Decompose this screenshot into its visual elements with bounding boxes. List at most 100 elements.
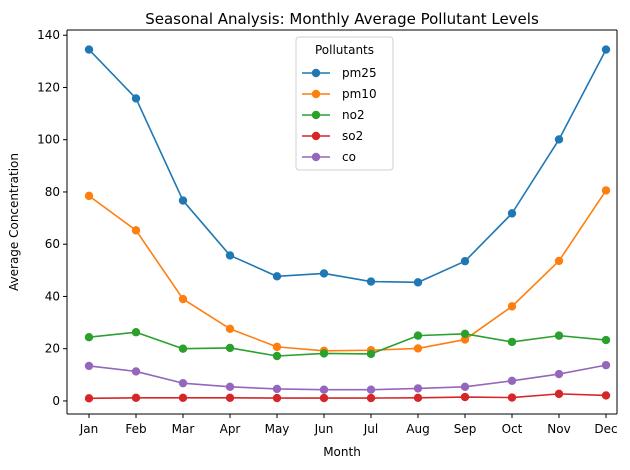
data-point-pm25	[272, 272, 282, 281]
legend-title: Pollutants	[315, 43, 374, 57]
series-no2	[84, 328, 611, 361]
data-point-so2	[319, 393, 329, 403]
data-point-co	[413, 384, 423, 393]
data-point-so2	[131, 393, 141, 403]
series-line-pm10	[88, 189, 607, 352]
data-point-so2	[84, 394, 94, 403]
y-tick-label: 140	[37, 28, 60, 42]
x-tick-label: Oct	[502, 422, 523, 436]
data-point-co	[272, 384, 282, 394]
y-axis-label: Average Concentration	[7, 153, 21, 291]
y-tick-label: 60	[45, 237, 60, 251]
data-point-pm25	[413, 278, 423, 287]
data-point-pm10	[131, 226, 141, 235]
data-point-pm25	[554, 135, 564, 144]
data-point-co	[178, 378, 188, 388]
data-point-so2	[601, 391, 611, 400]
series-co	[84, 360, 611, 394]
data-point-pm25	[366, 277, 376, 286]
legend-item-so2: so2	[302, 129, 363, 143]
y-tick-label: 40	[45, 289, 60, 303]
x-tick-label: Apr	[220, 422, 241, 436]
data-point-pm10	[601, 186, 611, 195]
data-point-no2	[84, 333, 94, 342]
x-tick-label: Aug	[406, 422, 429, 436]
data-point-so2	[554, 389, 564, 399]
data-point-no2	[178, 344, 188, 353]
data-point-so2	[178, 393, 188, 403]
data-point-pm10	[272, 342, 282, 352]
legend-label: pm10	[342, 87, 377, 101]
x-tick-label: Jan	[79, 422, 99, 436]
data-point-co	[460, 382, 470, 392]
legend-item-pm25: pm25	[302, 66, 377, 80]
data-point-pm25	[225, 251, 235, 260]
series-line-no2	[88, 331, 607, 357]
data-point-co	[507, 376, 517, 386]
data-point-pm10	[84, 191, 94, 201]
data-point-co	[554, 369, 564, 379]
series-line-so2	[88, 393, 607, 400]
data-point-no2	[225, 343, 235, 353]
legend-item-pm10: pm10	[302, 87, 377, 101]
axes-layer	[66, 29, 618, 415]
data-point-co	[366, 385, 376, 394]
y-tick-label: 100	[37, 133, 60, 147]
y-tick-label: 80	[45, 185, 60, 199]
data-point-so2	[225, 393, 235, 403]
data-point-pm10	[413, 344, 423, 353]
legend-item-co: co	[302, 150, 356, 164]
legend-label: pm25	[342, 66, 377, 80]
data-point-no2	[507, 337, 517, 347]
data-point-no2	[460, 329, 470, 339]
x-tick-label: Sep	[454, 422, 477, 436]
x-tick-label: Feb	[125, 422, 146, 436]
x-tick-label: Mar	[172, 422, 195, 436]
data-point-no2	[413, 331, 423, 340]
data-point-no2	[366, 349, 376, 359]
data-point-so2	[413, 393, 423, 403]
legend-item-no2: no2	[302, 108, 365, 122]
legend-items: pm25 pm10 no2 so2 co	[302, 66, 377, 164]
data-point-no2	[601, 335, 611, 345]
y-tick-label: 20	[45, 342, 60, 356]
data-point-so2	[507, 393, 517, 402]
data-point-pm25	[84, 45, 94, 54]
series-layer	[84, 45, 611, 403]
legend-label: so2	[342, 129, 363, 143]
legend-label: no2	[342, 108, 365, 122]
data-point-pm10	[554, 256, 564, 266]
data-point-co	[319, 385, 329, 394]
data-point-co	[84, 361, 94, 371]
chart-title: Seasonal Analysis: Monthly Average Pollu…	[145, 10, 539, 28]
y-tick-label: 0	[52, 394, 60, 408]
legend-marker	[311, 68, 321, 78]
data-point-pm10	[178, 294, 188, 304]
series-line-pm25	[88, 49, 607, 284]
data-point-so2	[460, 392, 470, 402]
y-tick-label: 120	[37, 80, 60, 94]
data-point-co	[131, 367, 141, 376]
legend-marker	[311, 152, 321, 162]
data-point-no2	[319, 349, 329, 358]
legend-marker	[311, 89, 321, 99]
x-tick-label: Jul	[363, 422, 378, 436]
data-point-pm25	[178, 196, 188, 205]
data-point-pm10	[225, 324, 235, 334]
x-tick-label: Nov	[547, 422, 570, 436]
data-point-so2	[272, 393, 282, 403]
legend-label: co	[342, 150, 356, 164]
data-point-co	[225, 382, 235, 392]
x-axis-label: Month	[323, 445, 361, 459]
data-point-no2	[131, 328, 141, 337]
data-point-pm25	[460, 256, 470, 266]
x-ticks: Jan Feb Mar Apr May Jun Jul Aug Sep Oct Nov Dec	[79, 414, 618, 436]
data-point-pm25	[319, 269, 329, 278]
data-point-no2	[272, 351, 282, 361]
series-line-co	[88, 364, 607, 391]
data-point-pm25	[131, 94, 141, 103]
y-ticks: 0 20 40 60 80 100 120 140	[37, 28, 67, 408]
series-so2	[84, 389, 611, 403]
data-point-co	[601, 360, 611, 370]
